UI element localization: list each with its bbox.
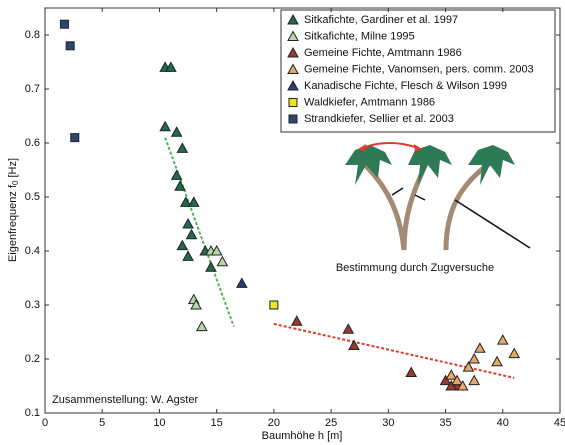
data-point	[70, 133, 80, 143]
plot-frame	[44, 7, 561, 414]
y-tick-label: 0.5	[25, 191, 40, 203]
legend-marker	[288, 114, 298, 124]
x-tick-label: 0	[42, 417, 48, 429]
x-tick-label: 40	[497, 417, 509, 429]
data-point	[290, 315, 303, 326]
data-point	[185, 228, 198, 240]
legend-marker	[287, 13, 299, 25]
legend-label: Sitkafichte, Milne 1995	[304, 30, 415, 42]
data-point	[456, 379, 469, 391]
legend-marker	[287, 63, 299, 74]
trend-line	[164, 137, 235, 327]
y-tick-label: 0.4	[25, 245, 40, 257]
data-point	[170, 169, 183, 180]
data-point	[445, 379, 458, 391]
data-point	[342, 323, 355, 334]
data-point	[468, 352, 481, 364]
x-tick-label: 35	[439, 417, 451, 429]
legend-label: Waldkiefer, Amtmann 1986	[304, 96, 435, 108]
data-point	[170, 126, 183, 137]
y-axis-label-sub: 0	[11, 180, 20, 185]
data-point	[176, 142, 189, 153]
data-point	[205, 261, 217, 272]
data-point	[190, 298, 202, 310]
y-tick-label: 0.6	[25, 137, 40, 149]
annotation: Bestimmung durch Zugversuche	[336, 262, 494, 274]
legend-label: Gemeine Fichte, Vanomsen, pers. comm. 20…	[304, 63, 534, 75]
data-point	[468, 374, 481, 386]
y-axis-label: Eigenfrequenz f0 [Hz]	[7, 158, 20, 262]
y-tick-label: 0.7	[25, 83, 40, 95]
legend-marker	[287, 79, 299, 91]
legend-marker	[288, 98, 298, 107]
x-tick-label: 15	[211, 417, 223, 429]
data-point	[65, 41, 75, 51]
annotation: Zusammenstellung: W. Agster	[52, 394, 198, 406]
data-point	[474, 342, 486, 353]
y-tick-label: 0.3	[25, 299, 40, 311]
legend-box	[280, 9, 556, 133]
y-tick-label: 0.1	[25, 407, 40, 419]
tree-illustration	[345, 142, 531, 251]
y-tick-label: 0.8	[25, 29, 40, 41]
legend-marker	[287, 46, 299, 58]
y-tick-label: 0.2	[25, 353, 40, 365]
x-tick-label: 5	[99, 417, 105, 429]
data-point	[496, 334, 509, 345]
data-point	[451, 374, 463, 386]
data-point	[195, 320, 208, 332]
data-point	[165, 61, 177, 72]
y-axis-label-unit: [Hz]	[7, 158, 19, 178]
legend-label: Gemeine Fichte, Amtmann 1986	[304, 47, 462, 59]
data-point	[182, 250, 194, 261]
data-point	[182, 217, 194, 229]
x-tick-label: 30	[382, 417, 394, 429]
x-tick-label: 20	[268, 417, 280, 429]
data-point	[210, 244, 223, 256]
data-point	[216, 255, 229, 267]
x-tick-label: 45	[554, 417, 565, 429]
data-point	[176, 239, 189, 251]
y-axis-label-main: Eigenfrequenz f	[7, 184, 19, 262]
data-point	[405, 366, 418, 377]
data-point	[348, 339, 360, 350]
x-tick-label: 25	[325, 417, 337, 429]
legend-label: Strandkiefer, Sellier et al. 2003	[304, 113, 454, 125]
data-point	[174, 180, 186, 191]
x-axis-label: Baumhöhe h [m]	[262, 430, 343, 442]
data-point	[159, 120, 172, 132]
data-point	[235, 277, 248, 288]
x-tick-label: 10	[153, 417, 165, 429]
data-point	[462, 361, 475, 372]
data-point	[269, 300, 279, 310]
legend-label: Sitkafichte, Gardiner et al. 1997	[304, 14, 458, 26]
data-point	[187, 196, 200, 207]
data-point	[508, 347, 521, 359]
legend-label: Kanadische Fichte, Flesch & Wilson 1999	[304, 80, 507, 92]
trend-line	[273, 322, 515, 379]
data-point	[491, 355, 503, 367]
data-point	[179, 196, 192, 207]
data-point	[439, 374, 452, 386]
data-point	[59, 19, 69, 29]
legend-marker	[287, 30, 299, 41]
data-point	[445, 369, 458, 380]
